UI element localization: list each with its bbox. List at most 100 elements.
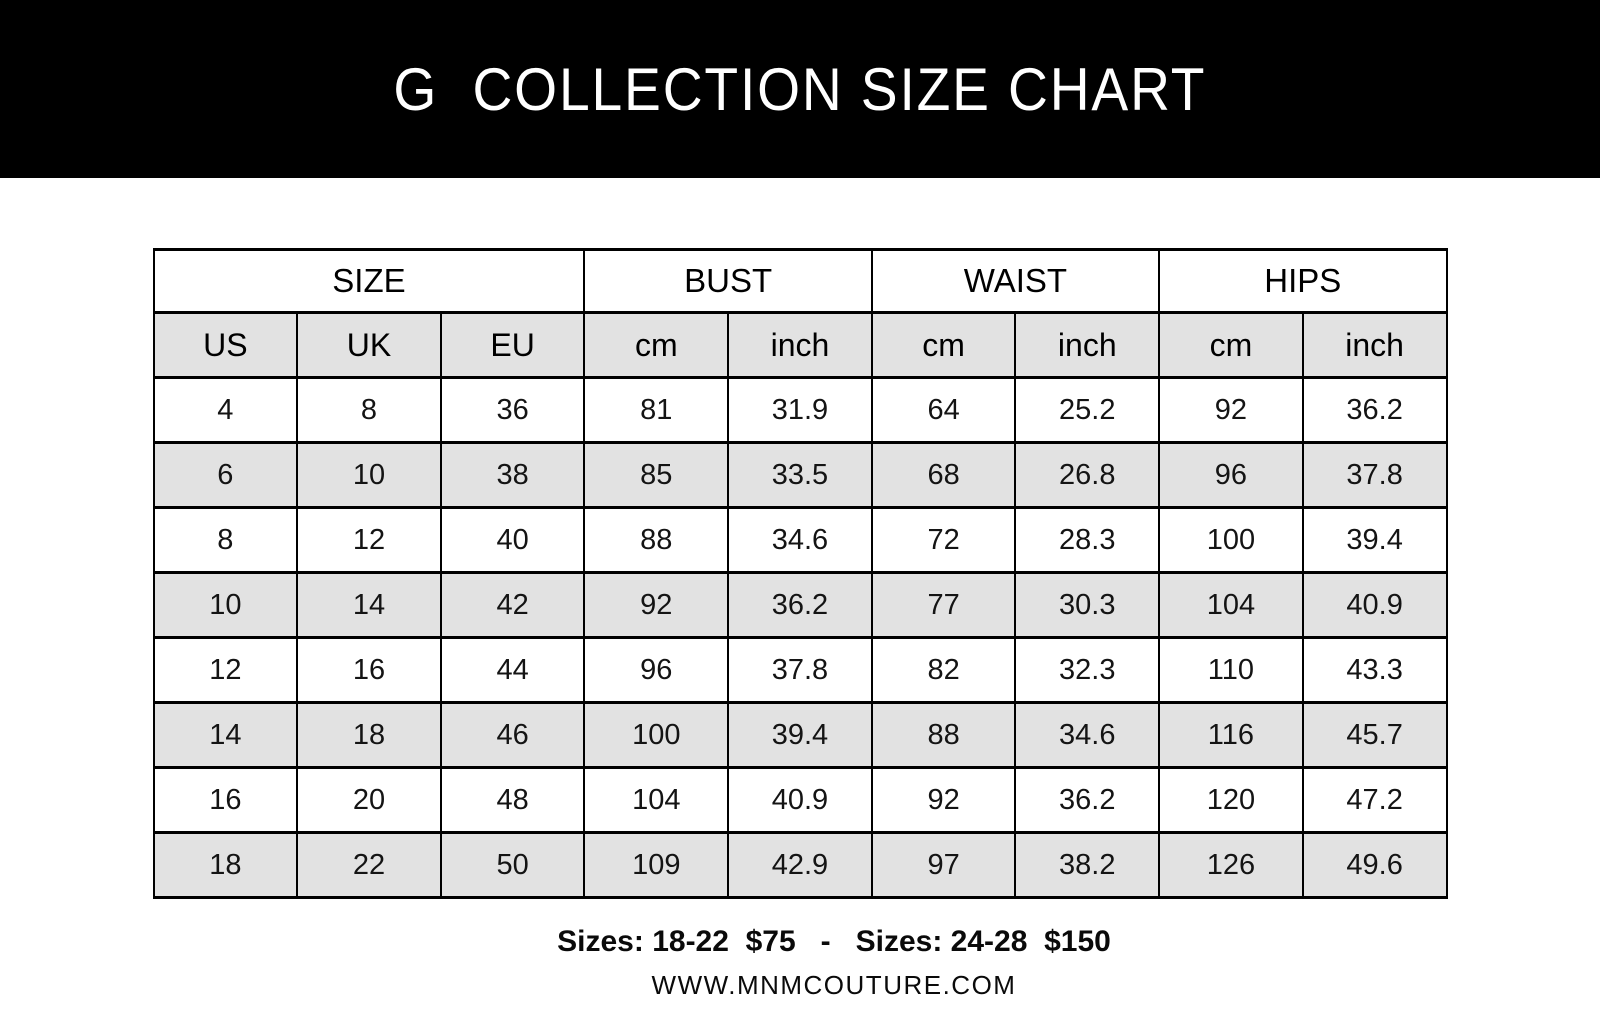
table-cell: 81 xyxy=(583,376,730,444)
table-cell: 38 xyxy=(439,441,586,509)
table-cell: 34.6 xyxy=(1014,701,1161,769)
table-cell: 126 xyxy=(1158,831,1304,899)
group-header-size: SIZE xyxy=(152,248,586,314)
column-header-cm: cm xyxy=(870,311,1017,379)
table-cell: 40.9 xyxy=(1301,571,1448,639)
table-cell: 20 xyxy=(296,766,442,834)
table-cell: 64 xyxy=(870,376,1017,444)
column-header-inch: inch xyxy=(727,311,873,379)
table-cell: 33.5 xyxy=(727,441,873,509)
table-cell: 100 xyxy=(583,701,730,769)
pricing-note: Sizes: 18-22 $75 - Sizes: 24-28 $150 xyxy=(557,925,1111,958)
table-row: 10 14 42 92 36.2 77 30.3 104 40.9 xyxy=(152,571,1448,639)
table-cell: 46 xyxy=(439,701,586,769)
table-cell: 39.4 xyxy=(727,701,873,769)
table-cell: 31.9 xyxy=(727,376,873,444)
table-cell: 110 xyxy=(1158,636,1304,704)
table-row: 4 8 36 81 31.9 64 25.2 92 36.2 xyxy=(152,376,1448,444)
website-url: WWW.MNMCOUTURE.COM xyxy=(651,970,1017,1000)
table-cell: 97 xyxy=(870,831,1017,899)
table-cell: 32.3 xyxy=(1014,636,1161,704)
table-cell: 26.8 xyxy=(1014,441,1161,509)
table-cell: 120 xyxy=(1158,766,1304,834)
group-header-hips: HIPS xyxy=(1158,248,1448,314)
table-cell: 40 xyxy=(439,506,586,574)
title-banner: G COLLECTION SIZE CHART xyxy=(0,0,1600,178)
table-cell: 28.3 xyxy=(1014,506,1161,574)
column-header-us: US xyxy=(152,311,299,379)
table-cell: 96 xyxy=(583,636,730,704)
column-header-inch: inch xyxy=(1014,311,1161,379)
table-row: 16 20 48 104 40.9 92 36.2 120 47.2 xyxy=(152,766,1448,834)
table-row: 18 22 50 109 42.9 97 38.2 126 49.6 xyxy=(152,831,1448,899)
table-cell: 14 xyxy=(296,571,442,639)
table-cell: 16 xyxy=(296,636,442,704)
size-chart-table: SIZE BUST WAIST HIPS US UK EU cm inch cm inch cm in… xyxy=(152,248,1448,899)
table-cell: 48 xyxy=(439,766,586,834)
table-cell: 4 xyxy=(152,376,299,444)
table-cell: 82 xyxy=(870,636,1017,704)
table-cell: 30.3 xyxy=(1014,571,1161,639)
table-cell: 104 xyxy=(1158,571,1304,639)
table-cell: 40.9 xyxy=(727,766,873,834)
column-header-cm: cm xyxy=(1158,311,1304,379)
table-cell: 36 xyxy=(439,376,586,444)
table-cell: 49.6 xyxy=(1301,831,1448,899)
table-header: SIZE BUST WAIST HIPS US UK EU cm inch cm inch cm in… xyxy=(152,248,1448,379)
table-cell: 42 xyxy=(439,571,586,639)
table-cell: 39.4 xyxy=(1301,506,1448,574)
group-header-bust: BUST xyxy=(583,248,873,314)
table-cell: 12 xyxy=(296,506,442,574)
table-cell: 47.2 xyxy=(1301,766,1448,834)
table-row: 6 10 38 85 33.5 68 26.8 96 37.8 xyxy=(152,441,1448,509)
table-cell: 85 xyxy=(583,441,730,509)
table-cell: 8 xyxy=(152,506,299,574)
group-header-waist: WAIST xyxy=(870,248,1161,314)
table-cell: 36.2 xyxy=(1014,766,1161,834)
table-cell: 42.9 xyxy=(727,831,873,899)
table-row: 14 18 46 100 39.4 88 34.6 116 45.7 xyxy=(152,701,1448,769)
table-cell: 14 xyxy=(152,701,299,769)
table-cell: 10 xyxy=(296,441,442,509)
table-body: 4 8 36 81 31.9 64 25.2 92 36.2 6 10 38 85 33.5 68 26.8 9… xyxy=(152,376,1448,899)
table-cell: 50 xyxy=(439,831,586,899)
table-cell: 104 xyxy=(583,766,730,834)
table-cell: 92 xyxy=(1158,376,1304,444)
table-cell: 72 xyxy=(870,506,1017,574)
footer: Sizes: 18-22 $75 - Sizes: 24-28 $150 WWW… xyxy=(34,925,1600,1001)
table-row: 12 16 44 96 37.8 82 32.3 110 43.3 xyxy=(152,636,1448,704)
table-cell: 38.2 xyxy=(1014,831,1161,899)
table-cell: 22 xyxy=(296,831,442,899)
table-row: 8 12 40 88 34.6 72 28.3 100 39.4 xyxy=(152,506,1448,574)
table-cell: 8 xyxy=(296,376,442,444)
page-title: G COLLECTION SIZE CHART xyxy=(393,55,1207,123)
table-cell: 109 xyxy=(583,831,730,899)
table-cell: 36.2 xyxy=(1301,376,1448,444)
table-cell: 92 xyxy=(870,766,1017,834)
table-cell: 77 xyxy=(870,571,1017,639)
group-header-row: SIZE BUST WAIST HIPS xyxy=(152,248,1448,314)
table-cell: 34.6 xyxy=(727,506,873,574)
column-header-cm: cm xyxy=(583,311,730,379)
table-cell: 45.7 xyxy=(1301,701,1448,769)
table-cell: 88 xyxy=(583,506,730,574)
table-cell: 18 xyxy=(296,701,442,769)
table-cell: 100 xyxy=(1158,506,1304,574)
table-cell: 88 xyxy=(870,701,1017,769)
table-cell: 18 xyxy=(152,831,299,899)
table-cell: 10 xyxy=(152,571,299,639)
table-cell: 25.2 xyxy=(1014,376,1161,444)
table-cell: 68 xyxy=(870,441,1017,509)
table-cell: 92 xyxy=(583,571,730,639)
table-cell: 43.3 xyxy=(1301,636,1448,704)
table-cell: 36.2 xyxy=(727,571,873,639)
table-cell: 44 xyxy=(439,636,586,704)
table-cell: 37.8 xyxy=(1301,441,1448,509)
table-cell: 37.8 xyxy=(727,636,873,704)
column-header-eu: EU xyxy=(439,311,586,379)
column-header-uk: UK xyxy=(296,311,442,379)
column-header-row: US UK EU cm inch cm inch cm inch xyxy=(152,311,1448,379)
table-cell: 6 xyxy=(152,441,299,509)
table-cell: 16 xyxy=(152,766,299,834)
table-cell: 116 xyxy=(1158,701,1304,769)
